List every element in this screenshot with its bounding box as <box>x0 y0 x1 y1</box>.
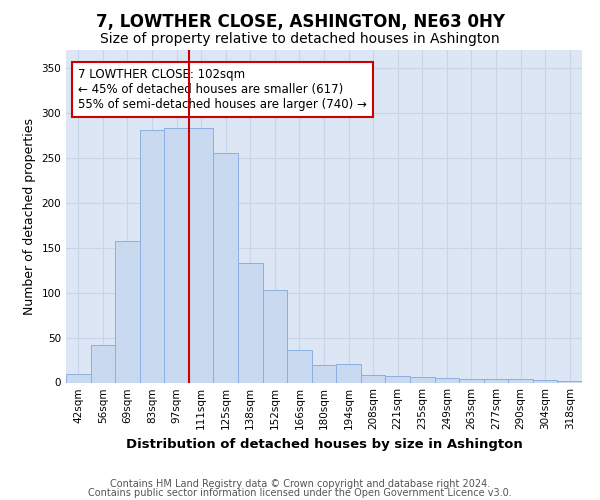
Text: 7, LOWTHER CLOSE, ASHINGTON, NE63 0HY: 7, LOWTHER CLOSE, ASHINGTON, NE63 0HY <box>95 12 505 30</box>
Bar <box>557 380 582 382</box>
Bar <box>385 376 410 382</box>
Bar <box>484 379 508 382</box>
Bar <box>508 379 533 382</box>
Bar <box>66 374 91 382</box>
Y-axis label: Number of detached properties: Number of detached properties <box>23 118 36 315</box>
Text: Contains public sector information licensed under the Open Government Licence v3: Contains public sector information licen… <box>88 488 512 498</box>
Bar <box>164 128 189 382</box>
Bar <box>434 378 459 382</box>
Bar <box>189 128 214 382</box>
Bar <box>410 377 434 382</box>
Text: 7 LOWTHER CLOSE: 102sqm
← 45% of detached houses are smaller (617)
55% of semi-d: 7 LOWTHER CLOSE: 102sqm ← 45% of detache… <box>78 68 367 111</box>
Text: Size of property relative to detached houses in Ashington: Size of property relative to detached ho… <box>100 32 500 46</box>
Bar <box>533 380 557 382</box>
Bar <box>459 379 484 382</box>
Bar <box>140 130 164 382</box>
Bar <box>214 154 238 382</box>
Bar <box>361 376 385 382</box>
Bar <box>238 263 263 382</box>
Bar <box>91 345 115 383</box>
Bar <box>312 364 336 382</box>
Bar <box>287 350 312 382</box>
Bar <box>336 364 361 382</box>
X-axis label: Distribution of detached houses by size in Ashington: Distribution of detached houses by size … <box>125 438 523 451</box>
Bar <box>115 242 140 382</box>
Text: Contains HM Land Registry data © Crown copyright and database right 2024.: Contains HM Land Registry data © Crown c… <box>110 479 490 489</box>
Bar <box>263 290 287 382</box>
